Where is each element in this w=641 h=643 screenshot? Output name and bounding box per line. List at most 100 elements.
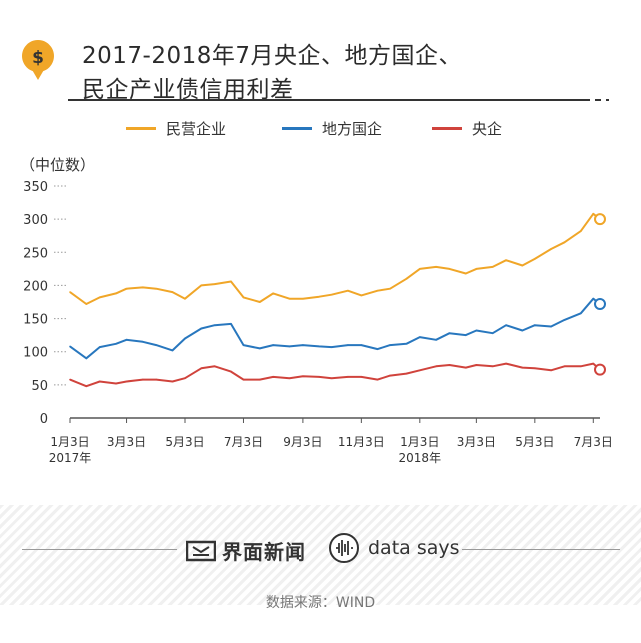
data-point [230, 323, 232, 325]
series-lines [69, 212, 606, 388]
data-source: 数据来源：WIND [265, 595, 376, 611]
x-tick-year: 2017年 [49, 451, 92, 465]
data-point [330, 346, 333, 348]
data-point [405, 372, 408, 375]
data-point [389, 374, 391, 377]
data-point [115, 382, 117, 385]
legend-item-local-soe: 地方国企 [282, 118, 382, 139]
data-point [98, 296, 101, 299]
data-point [592, 213, 595, 215]
data-point [98, 380, 101, 383]
data-point [534, 258, 536, 260]
y-tick-label: 0 [40, 412, 48, 427]
data-point [376, 289, 379, 292]
data-point [475, 329, 478, 332]
data-point [184, 297, 186, 300]
data-point [213, 324, 216, 327]
data-point [69, 291, 71, 293]
legend-label-central-soe: 央企 [472, 120, 503, 138]
x-tick-label: 7月3日 [224, 435, 263, 449]
y-tick-label: 50 [31, 379, 48, 394]
data-point [475, 268, 478, 270]
data-point [419, 336, 421, 338]
data-point [142, 340, 144, 343]
y-tick-label: 250 [23, 246, 48, 261]
data-point [242, 296, 245, 299]
data-point [465, 334, 467, 336]
data-point [505, 362, 507, 365]
data-point [563, 365, 566, 368]
data-point [592, 297, 595, 300]
data-point [69, 378, 71, 381]
data-point [213, 283, 216, 285]
jiemian-icon [186, 540, 216, 561]
data-point [521, 329, 524, 332]
data-point [155, 287, 158, 290]
data-point [521, 264, 524, 267]
series-line-0 [69, 212, 601, 305]
x-tick-year: 2018年 [399, 451, 442, 465]
data-point [563, 319, 566, 321]
chart-title-line1: 2017-2018年7月央企、地方国企、 [82, 43, 462, 69]
data-point [491, 332, 494, 334]
x-tick-label: 9月3日 [283, 435, 322, 449]
x-tick-label: 1月3日 [50, 435, 89, 449]
data-point [155, 378, 158, 381]
data-point [389, 287, 391, 290]
x-tick-label: 3月3日 [457, 435, 496, 449]
x-tick-label: 5月3日 [165, 435, 204, 449]
data-point [230, 370, 232, 373]
datasays-name: data says [368, 537, 460, 559]
data-point [288, 377, 291, 380]
x-tick-label: 7月3日 [574, 435, 613, 449]
data-point [389, 344, 391, 346]
footer-divider-right [462, 549, 620, 550]
data-point [435, 266, 437, 268]
data-point [115, 342, 117, 345]
data-point [302, 375, 304, 378]
data-point [318, 295, 320, 298]
data-point [448, 332, 451, 334]
data-point [465, 272, 467, 275]
data-point [580, 312, 582, 315]
title-underline-dot [606, 99, 609, 101]
y-tick-label: 100 [23, 346, 48, 361]
title-underline-dash [595, 99, 601, 101]
data-point [302, 344, 304, 346]
data-point [242, 344, 245, 346]
y-tick-label: 150 [23, 313, 48, 328]
data-point [505, 324, 507, 327]
data-point [465, 366, 467, 369]
legend-swatch-central-soe [432, 127, 462, 130]
legend-label-private: 民营企业 [166, 120, 227, 138]
data-point [435, 365, 437, 368]
data-point [550, 369, 552, 372]
data-point [448, 364, 451, 366]
legend-item-private: 民营企业 [126, 118, 226, 139]
data-point [405, 342, 408, 345]
legend-label-local-soe: 地方国企 [322, 120, 383, 138]
data-point [155, 344, 158, 346]
x-tick-label: 3月3日 [107, 435, 146, 449]
data-point [550, 325, 552, 328]
data-point [592, 362, 595, 365]
data-point [184, 377, 186, 380]
data-point [125, 380, 128, 383]
jiemian-name: 界面新闻 [222, 540, 306, 564]
data-point [580, 365, 582, 368]
data-point [142, 286, 144, 289]
x-axis: 1月3日 2017年 3月3日 5月3日 7月3日 9月3日 11月3日 1月3日 2018年 3… [49, 418, 613, 465]
data-point [491, 266, 494, 268]
data-point [258, 301, 261, 303]
data-point [360, 344, 363, 346]
y-axis: 0 50 100 150 200 250 300 350 [23, 180, 600, 427]
data-point [115, 292, 117, 295]
footer-band [0, 505, 641, 605]
data-point [505, 259, 507, 262]
x-tick-label: 5月3日 [515, 435, 554, 449]
data-point [125, 338, 128, 341]
data-point [302, 297, 304, 300]
data-point [85, 385, 88, 387]
legend-item-central-soe: 央企 [432, 118, 502, 139]
data-point [318, 345, 320, 348]
